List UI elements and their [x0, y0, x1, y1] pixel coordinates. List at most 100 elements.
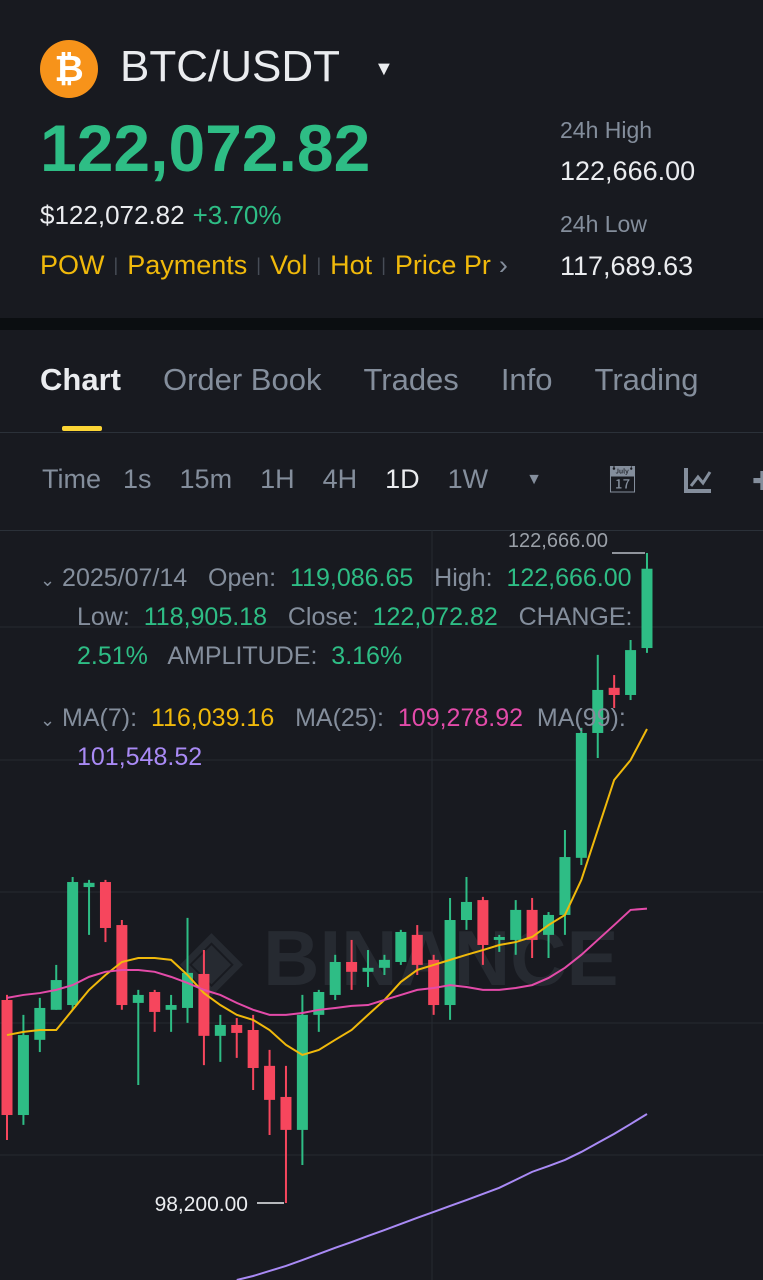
candle-body: [346, 961, 358, 972]
high-label: High:: [434, 564, 493, 592]
candle-body: [575, 732, 587, 858]
candle-body: [116, 925, 128, 1006]
ma99-label: MA(99):: [536, 704, 626, 732]
candle-body: [67, 882, 79, 1006]
collapse-chevron-icon[interactable]: ⌄: [40, 570, 56, 590]
tab-trades[interactable]: Trades: [363, 362, 459, 397]
tag-list: POW | Payments | Vol | Hot | Price Pr ›: [40, 250, 508, 280]
candle-date: 2025/07/14: [62, 564, 188, 592]
change-value: 2.51%: [77, 642, 148, 670]
ma7-label: MA(7):: [62, 704, 138, 732]
stat-high-label: 24h High: [560, 117, 653, 143]
high-value: 122,666.00: [506, 564, 632, 592]
amplitude-value: 3.16%: [331, 642, 403, 670]
candle-body: [231, 1024, 243, 1033]
section-divider: [0, 318, 763, 330]
active-tab-indicator: [62, 426, 102, 431]
candle-body: [214, 1024, 226, 1036]
interval-time[interactable]: Time: [42, 464, 101, 494]
candle-body: [378, 959, 390, 968]
interval-1h[interactable]: 1H: [260, 464, 295, 494]
ma7-line: [6, 728, 648, 1057]
ohlc-line-2: Low: 118,905.18 Close: 122,072.82 CHANGE…: [77, 603, 633, 632]
candle-body: [510, 909, 522, 940]
candle-body: [395, 931, 407, 962]
ma99-line: [236, 1113, 648, 1280]
change-label: CHANGE:: [518, 603, 633, 631]
open-label: Open:: [208, 564, 277, 592]
ma7-value: 116,039.16: [150, 704, 275, 732]
tag-pow[interactable]: POW: [40, 250, 105, 280]
candle-body: [329, 961, 341, 995]
candle-body: [444, 920, 456, 1006]
candle-body: [34, 1007, 46, 1040]
interval-15m[interactable]: 15m: [179, 464, 233, 494]
tab-bar: Chart Order Book Trades Info Trading: [40, 362, 699, 398]
calendar-icon[interactable]: 📅︎: [606, 464, 640, 494]
candle-body: [149, 992, 161, 1012]
interval-1s[interactable]: 1s: [123, 464, 152, 494]
candle-body: [460, 901, 472, 921]
ohlc-line-3: 2.51% AMPLITUDE: 3.16%: [77, 642, 402, 671]
pair-selector[interactable]: BTC/USDT: [120, 42, 340, 91]
max-price-label: 122,666.00: [508, 530, 608, 552]
caret-down-icon[interactable]: ▼: [374, 58, 394, 80]
tab-trading[interactable]: Trading: [594, 362, 699, 397]
tab-chart[interactable]: Chart: [40, 362, 121, 397]
ma-line-1: ⌄ MA(7): 116,039.16 MA(25): 109,278.92 M…: [40, 704, 626, 735]
tag-price-protection[interactable]: Price Pr: [394, 250, 491, 280]
candle-body: [641, 568, 653, 649]
candle-body: [428, 959, 440, 1006]
tag-payments[interactable]: Payments: [127, 250, 248, 280]
candle-body: [165, 1005, 177, 1010]
ma25-value: 109,278.92: [397, 704, 524, 732]
close-value: 122,072.82: [372, 603, 498, 631]
usd-price: $122,072.82 +3.70%: [40, 200, 282, 231]
candle-body: [493, 937, 505, 940]
candle-body: [99, 882, 111, 928]
collapse-chevron-icon[interactable]: ⌄: [40, 710, 56, 730]
interval-4h[interactable]: 4H: [322, 464, 358, 494]
candle-body: [50, 980, 62, 1010]
candle-body: [313, 992, 325, 1015]
candle-body: [411, 934, 423, 965]
more-intervals-caret-icon[interactable]: ▼: [526, 470, 542, 488]
tag-vol[interactable]: Vol: [269, 250, 308, 280]
ohlc-line-1: ⌄ 2025/07/14 Open: 119,086.65 High: 122,…: [40, 564, 632, 595]
candle-body: [362, 967, 374, 972]
stat-low-value: 117,689.63: [560, 251, 694, 281]
low-label: Low:: [77, 603, 130, 631]
candle-body: [1, 999, 13, 1116]
stat-low-label: 24h Low: [560, 211, 647, 237]
interval-1d[interactable]: 1D: [385, 464, 420, 494]
indicator-icon[interactable]: [683, 466, 713, 494]
add-icon[interactable]: ✚: [752, 466, 763, 496]
tab-info[interactable]: Info: [500, 362, 553, 397]
candle-body: [132, 994, 144, 1003]
chevron-right-icon[interactable]: ›: [498, 250, 508, 280]
change-percent: +3.70%: [192, 200, 282, 230]
ma-line-2: 101,548.52: [77, 743, 202, 772]
tag-hot[interactable]: Hot: [330, 250, 373, 280]
open-value: 119,086.65: [290, 564, 414, 592]
candle-body: [296, 1014, 308, 1130]
divider: [0, 432, 763, 433]
usd-value: $122,072.82: [40, 200, 185, 230]
candle-body: [280, 1096, 292, 1130]
low-value: 118,905.18: [143, 603, 267, 631]
candle-body: [264, 1065, 276, 1100]
candle-body: [83, 882, 95, 888]
close-label: Close:: [287, 603, 359, 631]
tab-order-book[interactable]: Order Book: [162, 362, 322, 397]
bitcoin-icon: ₿: [40, 40, 98, 98]
interval-1w[interactable]: 1W: [447, 464, 489, 494]
candle-body: [17, 1035, 29, 1116]
stat-high-value: 122,666.00: [560, 156, 696, 186]
candle-body: [526, 909, 538, 940]
candle-body: [559, 857, 571, 915]
ma25-line: [6, 907, 648, 1016]
ma25-label: MA(25):: [295, 704, 384, 732]
last-price: 122,072.82: [40, 111, 371, 185]
candle-body: [198, 973, 210, 1036]
